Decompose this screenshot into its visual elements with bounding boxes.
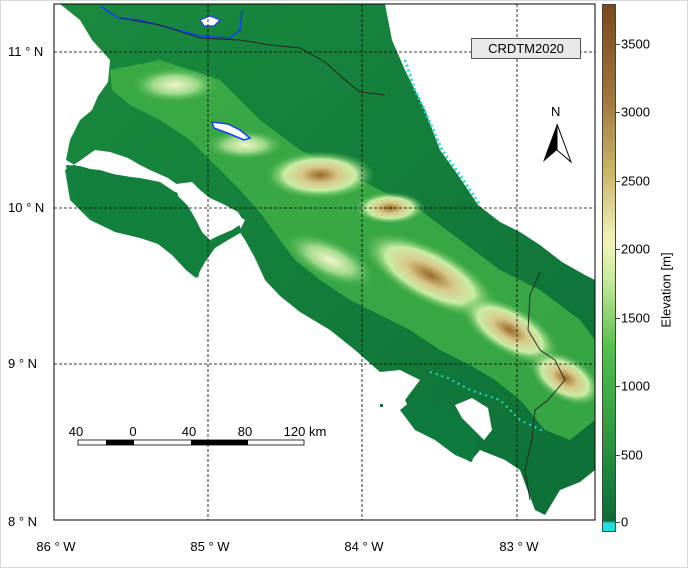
lat-label-9n: 9 ° N — [8, 356, 38, 371]
scale-bar — [77, 439, 305, 446]
north-arrow-icon — [543, 123, 573, 164]
lat-label-10n: 10 ° N — [8, 200, 45, 215]
colorbar-tick: 2500 — [621, 173, 650, 189]
colorbar-tick: 1500 — [621, 310, 650, 326]
lat-label-8n: 8 ° N — [8, 514, 38, 529]
pacific-wetlands — [429, 371, 546, 433]
nicoya-peninsula — [66, 165, 242, 278]
osa-peninsula — [400, 398, 478, 462]
tilaran-range — [205, 130, 285, 160]
talamanca-range-north — [362, 231, 498, 319]
island — [380, 404, 383, 407]
panama-border — [524, 271, 566, 501]
lat-label-11n: 11 ° N — [8, 44, 44, 59]
caribbean-wetlands — [403, 59, 482, 206]
golfo-dulce — [455, 398, 492, 440]
scale-label: 40 — [68, 424, 84, 439]
colorbar-tick: 1000 — [621, 378, 650, 394]
nicaragua-border — [119, 17, 386, 96]
colorbar-tick: 500 — [621, 447, 643, 463]
scale-label: 0 — [129, 424, 137, 439]
gulf-of-nicoya — [176, 182, 244, 240]
colorbar-tick: 3000 — [621, 104, 650, 120]
colorbar-tick: 0 — [621, 514, 629, 530]
talamanca-range-central — [460, 295, 560, 365]
scale-label: 80 — [237, 424, 253, 439]
lon-label-85w: 85 ° W — [190, 539, 230, 554]
central-hills — [283, 232, 377, 288]
map-title: CRDTM2020 — [471, 38, 581, 59]
colorbar-tick: 3500 — [621, 36, 650, 52]
colorbar-label: Elevation [m] — [658, 252, 674, 328]
scale-label: 120 km — [283, 424, 327, 439]
north-label: N — [551, 104, 561, 119]
colorbar-tick: 2000 — [621, 241, 650, 257]
guanacaste-range — [130, 67, 220, 103]
elevation-colorbar — [602, 4, 616, 532]
lake-arenal — [210, 121, 252, 141]
lon-label-86w: 86 ° W — [36, 539, 76, 554]
scale-label: 40 — [181, 424, 197, 439]
lon-label-84w: 84 ° W — [344, 539, 384, 554]
plot-border — [53, 3, 596, 521]
central-volcanic-range — [265, 151, 375, 199]
lon-label-83w: 83 ° W — [499, 539, 539, 554]
